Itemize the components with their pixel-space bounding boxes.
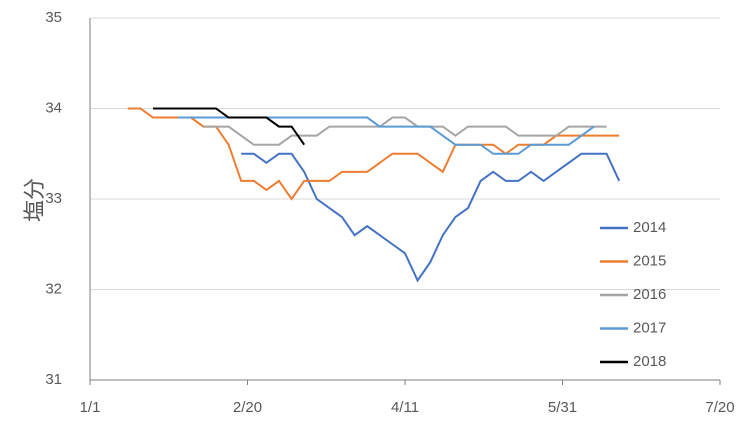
legend-label: 2015 <box>633 252 666 269</box>
series-line <box>241 152 621 283</box>
legend-label: 2017 <box>633 319 666 336</box>
y-tick-label: 33 <box>45 190 62 207</box>
series-line <box>153 107 306 146</box>
x-tick-label: 4/11 <box>391 399 419 416</box>
x-tick-label: 1/1 <box>80 399 101 416</box>
series-line <box>203 116 607 146</box>
y-tick-label: 32 <box>45 280 62 297</box>
x-tick-label: 5/31 <box>548 399 577 416</box>
legend-label: 2018 <box>633 353 666 370</box>
y-tick-label: 31 <box>45 371 62 388</box>
y-tick-label: 34 <box>45 99 62 116</box>
y-tick-label: 35 <box>45 9 62 26</box>
legend-label: 2016 <box>633 286 666 303</box>
y-axis-label: 塩分 <box>22 178 47 222</box>
x-tick-label: 2/20 <box>233 399 262 416</box>
x-tick-label: 7/20 <box>705 399 734 416</box>
legend-label: 2014 <box>633 219 666 236</box>
